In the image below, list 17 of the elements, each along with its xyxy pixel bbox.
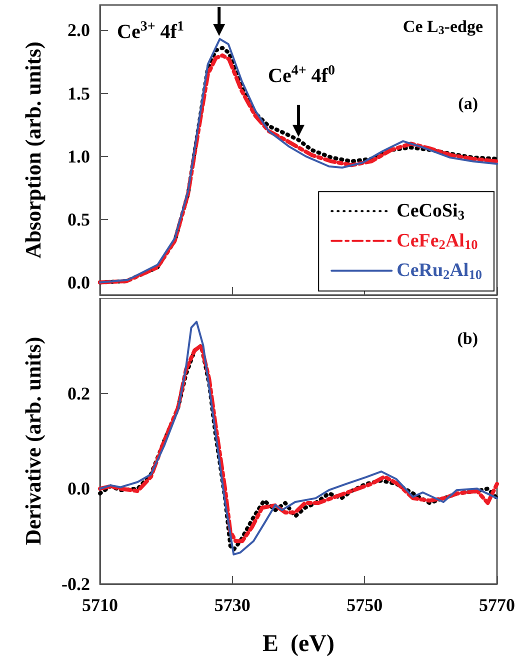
y-tick-label: 1.5 bbox=[68, 83, 90, 104]
annotation: (a) bbox=[458, 94, 478, 113]
y-tick-label: 0.0 bbox=[68, 478, 90, 499]
y-tick-label: 0.0 bbox=[68, 272, 90, 292]
x-tick-label: 5710 bbox=[82, 595, 118, 615]
x-tick-label: 5770 bbox=[479, 595, 515, 615]
y-tick-label: 1.0 bbox=[68, 146, 90, 166]
y-tick-label: -0.2 bbox=[62, 574, 90, 594]
x-tick-label: 5730 bbox=[214, 595, 250, 615]
y-axis-title: Derivative (arb. units) bbox=[20, 336, 46, 546]
y-tick-label: 0.5 bbox=[68, 209, 90, 230]
y-tick-label: 0.2 bbox=[68, 383, 90, 404]
y-tick-label: 2.0 bbox=[68, 20, 90, 40]
y-axis-title: Absorption (arb. units) bbox=[20, 42, 46, 258]
x-axis-title: E (eV) bbox=[262, 631, 334, 657]
annotation: (b) bbox=[457, 329, 478, 348]
x-tick-label: 5750 bbox=[346, 595, 383, 615]
